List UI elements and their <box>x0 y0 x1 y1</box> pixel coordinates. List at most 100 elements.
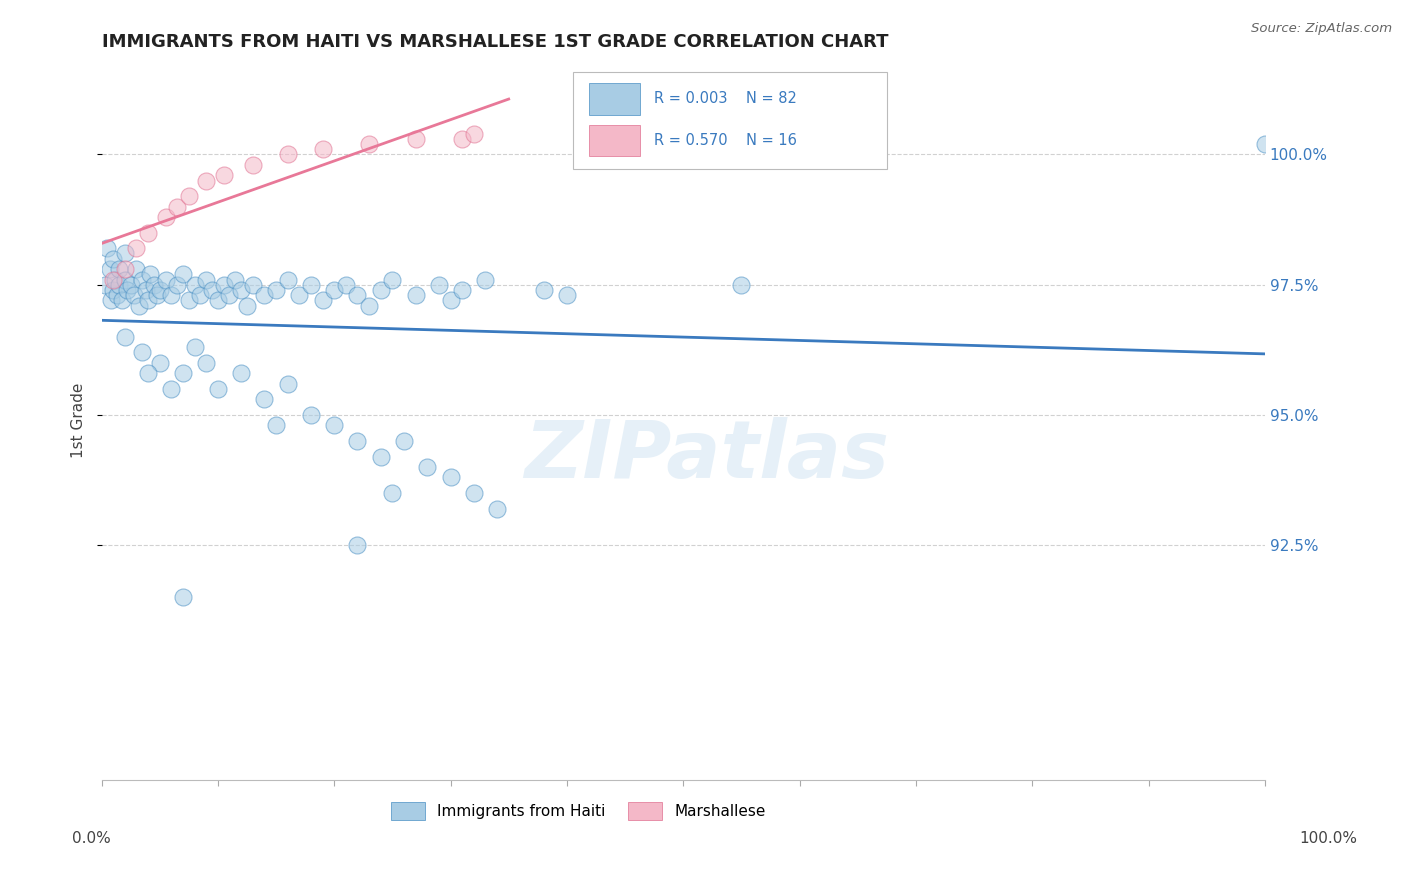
Text: Source: ZipAtlas.com: Source: ZipAtlas.com <box>1251 22 1392 36</box>
Text: ZIPatlas: ZIPatlas <box>524 417 889 495</box>
Point <box>335 277 357 292</box>
Point <box>125 262 148 277</box>
Point <box>195 173 218 187</box>
Text: R = 0.570    N = 16: R = 0.570 N = 16 <box>654 133 797 148</box>
Point <box>195 272 218 286</box>
Point <box>94 277 117 292</box>
Point <box>288 288 311 302</box>
Point <box>359 299 381 313</box>
Point <box>224 272 246 286</box>
Y-axis label: 1st Grade: 1st Grade <box>72 383 86 458</box>
Point <box>277 376 299 391</box>
Point <box>142 277 165 292</box>
Point <box>229 283 252 297</box>
Point <box>172 366 194 380</box>
Point <box>242 277 264 292</box>
Point <box>533 283 555 297</box>
Point <box>427 277 450 292</box>
Point <box>201 283 224 297</box>
Point <box>311 293 333 308</box>
Point <box>236 299 259 313</box>
Point <box>149 283 172 297</box>
Point <box>212 277 235 292</box>
Point <box>101 252 124 266</box>
Point <box>416 460 439 475</box>
Text: 0.0%: 0.0% <box>72 831 111 846</box>
Point <box>108 262 131 277</box>
Point <box>451 132 474 146</box>
Point <box>190 288 212 302</box>
Point <box>149 356 172 370</box>
Point <box>128 299 150 313</box>
Point <box>207 382 229 396</box>
Point <box>555 288 578 302</box>
Text: 100.0%: 100.0% <box>1299 831 1358 846</box>
Point <box>114 330 136 344</box>
Point <box>253 288 276 302</box>
Point <box>439 470 461 484</box>
Point <box>120 277 142 292</box>
Point <box>299 277 322 292</box>
Point <box>136 366 159 380</box>
FancyBboxPatch shape <box>589 125 640 156</box>
Point <box>177 293 200 308</box>
Point <box>139 268 162 282</box>
Point <box>451 283 474 297</box>
Point <box>311 142 333 156</box>
Point <box>370 283 392 297</box>
Point <box>172 268 194 282</box>
Point <box>183 277 205 292</box>
Point <box>155 210 177 224</box>
Point <box>131 272 153 286</box>
Point <box>229 366 252 380</box>
Point <box>136 293 159 308</box>
Text: R = 0.003    N = 82: R = 0.003 N = 82 <box>654 91 797 106</box>
Point <box>264 418 287 433</box>
Point <box>463 127 485 141</box>
Point <box>486 501 509 516</box>
Point <box>242 158 264 172</box>
Point <box>155 272 177 286</box>
Point <box>166 200 188 214</box>
Point <box>114 272 136 286</box>
Point <box>405 288 427 302</box>
Point <box>131 345 153 359</box>
Point <box>96 241 118 255</box>
Point <box>114 246 136 260</box>
Point <box>114 262 136 277</box>
Point <box>277 272 299 286</box>
Point <box>101 283 124 297</box>
Point <box>405 132 427 146</box>
Point <box>264 283 287 297</box>
Point <box>346 288 368 302</box>
Legend: Immigrants from Haiti, Marshallese: Immigrants from Haiti, Marshallese <box>385 796 772 826</box>
Point <box>115 283 138 297</box>
Point <box>100 293 122 308</box>
Point <box>381 486 404 500</box>
Point <box>125 241 148 255</box>
Point <box>160 382 183 396</box>
Point <box>98 262 121 277</box>
Point <box>323 283 346 297</box>
Point <box>111 293 134 308</box>
Point <box>370 450 392 464</box>
Point <box>346 434 368 448</box>
Point <box>392 434 415 448</box>
Point <box>253 392 276 407</box>
Point <box>207 293 229 308</box>
Point <box>474 272 496 286</box>
Point <box>359 137 381 152</box>
Point <box>172 591 194 605</box>
Point <box>1254 137 1277 152</box>
Point <box>146 288 169 302</box>
Point <box>105 288 128 302</box>
Point <box>135 283 157 297</box>
Point <box>122 288 145 302</box>
FancyBboxPatch shape <box>572 71 887 169</box>
Point <box>218 288 240 302</box>
FancyBboxPatch shape <box>589 83 640 115</box>
Point <box>166 277 188 292</box>
Point <box>101 272 124 286</box>
Point <box>381 272 404 286</box>
Point <box>323 418 346 433</box>
